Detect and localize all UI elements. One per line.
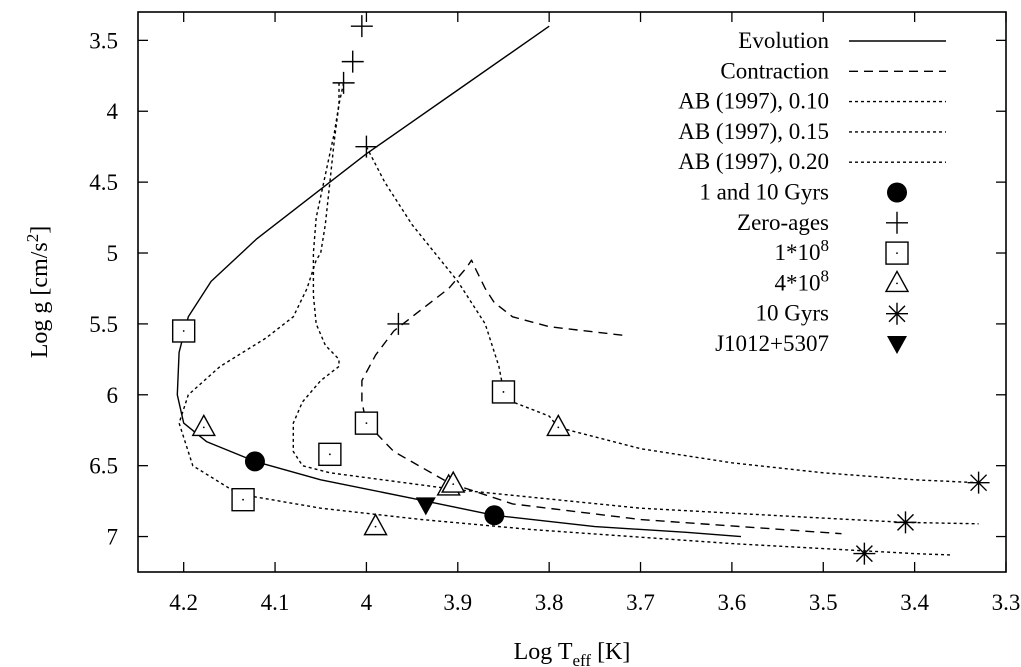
series-lines	[176, 25, 979, 556]
marker-center-dot	[242, 498, 244, 501]
marker-filled-circle	[244, 451, 265, 472]
marker-plus	[886, 211, 908, 234]
y-tick-label: 4.5	[89, 170, 118, 195]
series-line	[361, 259, 842, 535]
marker-center-dot	[374, 525, 377, 528]
x-tick-label: 4	[361, 590, 373, 615]
y-tick-label: 6	[107, 383, 119, 408]
x-axis-title: Log Teff [K]	[514, 639, 631, 667]
marker-center-dot	[182, 330, 185, 332]
series-line	[176, 25, 742, 538]
y-tick-label: 3.5	[89, 28, 118, 53]
marker-filled-triangle-down	[887, 336, 907, 354]
marker-center-dot	[896, 282, 898, 285]
y-tick-label: 6.5	[89, 454, 118, 479]
legend-label: 1*108	[775, 236, 830, 265]
axis-ticks: 4.2 4.1 4 3.9 3.8 3.7 3.6 3.5 3.4 3.3 3.5 4 4.5 5 5.5 6…	[89, 12, 1020, 615]
marker-asterisk	[853, 542, 876, 565]
marker-asterisk	[886, 302, 908, 325]
legend-label: AB (1997), 0.15	[678, 119, 829, 144]
legend: Evolution Contraction AB (1997), 0.10 AB (1…	[678, 28, 946, 356]
x-tick-label: 3.8	[535, 590, 564, 615]
legend-label: AB (1997), 0.20	[678, 149, 829, 174]
marker-plus	[387, 312, 410, 335]
marker-center-dot	[328, 453, 331, 456]
marker-open-triangle	[191, 413, 216, 437]
x-tick-label: 3.3	[992, 590, 1021, 615]
marker-plus	[355, 135, 378, 158]
marker-filled-circle	[484, 505, 505, 526]
y-axis-title: Log g [cm/s2]	[23, 226, 53, 358]
legend-label: Evolution	[738, 28, 829, 53]
legend-label: 1 and 10 Gyrs	[699, 180, 829, 205]
legend-label: J1012+5307	[715, 331, 829, 356]
legend-label: Zero-ages	[737, 210, 829, 235]
y-tick-label: 5.5	[89, 312, 118, 337]
y-tick-label: 5	[107, 241, 119, 266]
marker-filled-triangle-down	[415, 497, 436, 516]
x-tick-label: 3.6	[718, 590, 747, 615]
marker-center-dot	[557, 426, 560, 429]
marker-filled-circle	[887, 182, 907, 203]
x-tick-label: 3.9	[443, 590, 472, 615]
marker-plus	[332, 71, 355, 94]
marker-center-dot	[896, 252, 898, 255]
x-tick-label: 3.4	[900, 590, 929, 615]
legend-label: 4*108	[775, 266, 830, 295]
legend-label: AB (1997), 0.10	[678, 89, 829, 114]
series-line	[365, 146, 979, 484]
marker-asterisk	[894, 511, 917, 534]
marker-open-triangle	[884, 269, 910, 293]
y-tick-label: 7	[107, 525, 119, 550]
marker-center-dot	[502, 391, 505, 393]
series-line	[292, 82, 979, 525]
legend-label: 10 Gyrs	[756, 301, 830, 326]
x-tick-label: 3.7	[626, 590, 655, 615]
plot-frame	[137, 11, 1007, 573]
marker-asterisk	[967, 471, 990, 494]
marker-open-triangle	[363, 513, 388, 536]
legend-label: Contraction	[720, 58, 829, 83]
series-line	[178, 82, 952, 556]
x-tick-label: 3.5	[809, 590, 838, 615]
y-tick-label: 4	[107, 99, 119, 124]
marker-center-dot	[202, 426, 205, 429]
x-tick-label: 4.2	[169, 590, 198, 615]
marker-plus	[350, 15, 373, 38]
marker-center-dot	[365, 422, 368, 425]
marker-open-triangle	[441, 470, 466, 493]
point-markers	[171, 15, 990, 565]
marker-plus	[341, 50, 364, 73]
marker-center-dot	[452, 483, 455, 486]
x-tick-label: 4.1	[261, 590, 290, 615]
marker-open-triangle	[546, 413, 571, 437]
